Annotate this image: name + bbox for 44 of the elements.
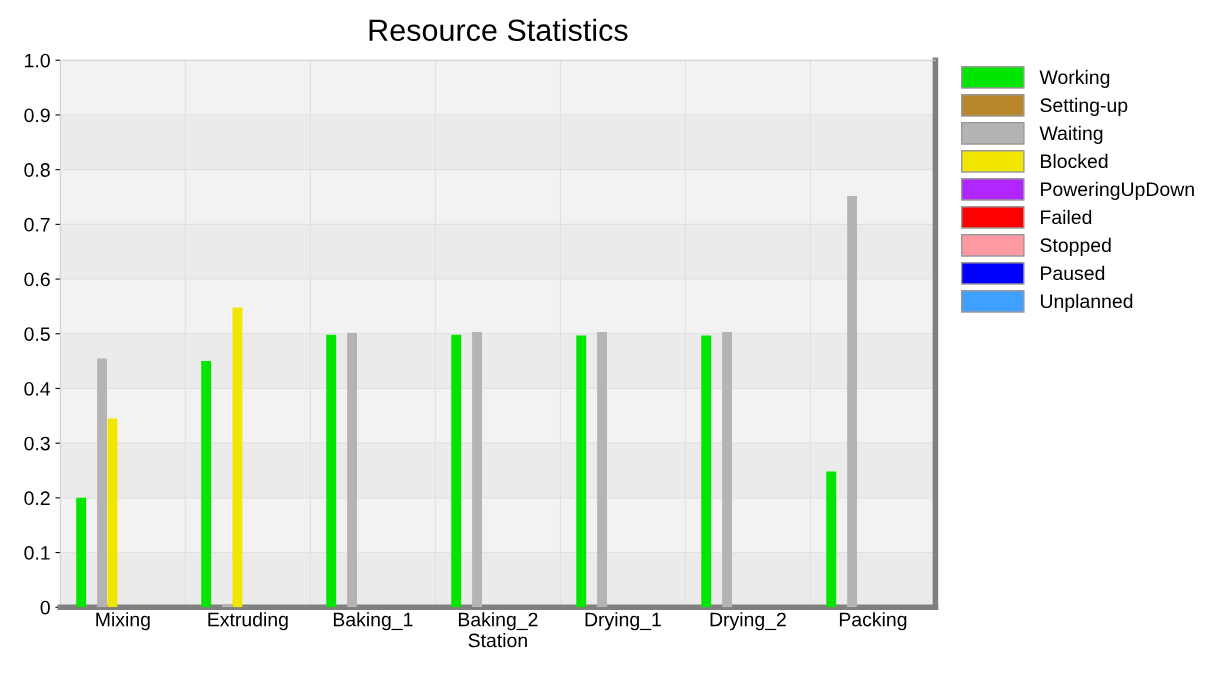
legend-label: Blocked — [1041, 153, 1108, 169]
legend-label: Failed — [1041, 209, 1092, 225]
x-tick-label: Drying_2 — [710, 612, 786, 631]
legend-label: Stopped — [1040, 237, 1111, 256]
bar — [97, 358, 107, 608]
bar — [597, 332, 608, 608]
chart-title: Resource Statistics — [369, 18, 628, 42]
y-tick-label: 0.6 — [24, 272, 50, 287]
legend-label: Working — [1039, 69, 1110, 88]
bar — [451, 334, 462, 608]
y-tick-label: 0.3 — [24, 436, 50, 451]
y-tick-label: 0.2 — [24, 491, 50, 506]
bar — [232, 307, 243, 608]
x-tick-label: Baking_1 — [333, 612, 413, 631]
bar — [326, 334, 337, 608]
y-tick-label: 0.8 — [24, 163, 50, 177]
x-tick-label: Baking_2 — [458, 612, 538, 631]
y-tick-label: 0 — [40, 600, 50, 615]
bar — [847, 195, 858, 608]
x-tick-label: Mixing — [96, 612, 150, 631]
legend-label: PoweringUpDown — [1041, 181, 1194, 200]
y-tick-label: 0.7 — [24, 217, 50, 232]
bar — [76, 497, 87, 608]
legend-label: Waiting — [1039, 125, 1103, 144]
y-tick-label: 0.1 — [24, 546, 50, 560]
x-axis-title: Station — [468, 633, 527, 648]
y-tick-label: 1.0 — [25, 53, 50, 68]
y-tick-label: 0.5 — [24, 327, 50, 341]
bar — [201, 361, 212, 608]
y-tick-label: 0.9 — [24, 108, 50, 123]
bar — [472, 332, 482, 608]
legend-label: Unplanned — [1040, 293, 1133, 312]
bar — [701, 335, 712, 608]
bar — [722, 332, 733, 608]
bar — [576, 335, 587, 608]
bar — [826, 471, 837, 608]
bar — [347, 332, 357, 608]
legend-label: Paused — [1041, 265, 1105, 281]
bar — [107, 418, 118, 608]
legend-label: Setting-up — [1040, 97, 1128, 116]
x-tick-label: Packing — [839, 612, 907, 631]
x-tick-label: Extruding — [208, 612, 288, 631]
y-tick-label: 0.4 — [24, 381, 51, 396]
x-tick-label: Drying_1 — [585, 612, 661, 631]
